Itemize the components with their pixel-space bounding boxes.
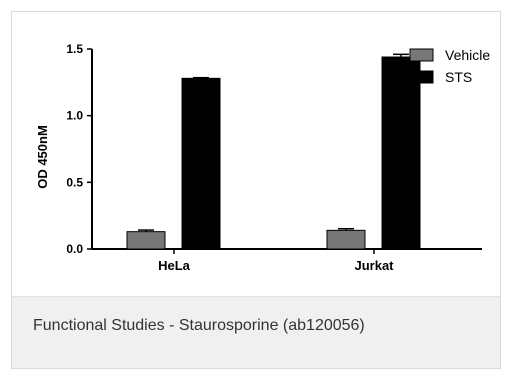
bar: [326, 229, 366, 250]
bar: [181, 77, 221, 250]
y-tick-label: 0.0: [66, 242, 83, 256]
legend-label: Vehicle: [445, 47, 490, 63]
caption-text: Functional Studies - Staurosporine (ab12…: [33, 317, 365, 334]
bar-chart: OD 450nM 0.0 0.5 1.0 1.5 HeLa Jurkat Vehicle S…: [35, 42, 490, 273]
legend-label: STS: [445, 69, 472, 85]
y-tick-label: 1.5: [66, 42, 83, 56]
legend-swatch: [409, 70, 434, 84]
bar: [381, 56, 421, 250]
x-tick-label: Jurkat: [354, 258, 394, 273]
bars: [126, 53, 421, 250]
figure-caption: Functional Studies - Staurosporine (ab12…: [12, 296, 500, 368]
chart-area: OD 450nM 0.0 0.5 1.0 1.5 HeLa Jurkat Vehicle S…: [12, 12, 500, 296]
x-tick-label: HeLa: [158, 258, 191, 273]
figure-frame: OD 450nM 0.0 0.5 1.0 1.5 HeLa Jurkat Vehicle S…: [11, 11, 501, 369]
bar: [126, 231, 166, 250]
y-tick-label: 0.5: [66, 175, 83, 189]
legend-swatch: [409, 48, 434, 62]
y-axis-label: OD 450nM: [35, 125, 50, 189]
y-tick-label: 1.0: [66, 109, 83, 123]
legend: Vehicle STS: [409, 47, 490, 85]
